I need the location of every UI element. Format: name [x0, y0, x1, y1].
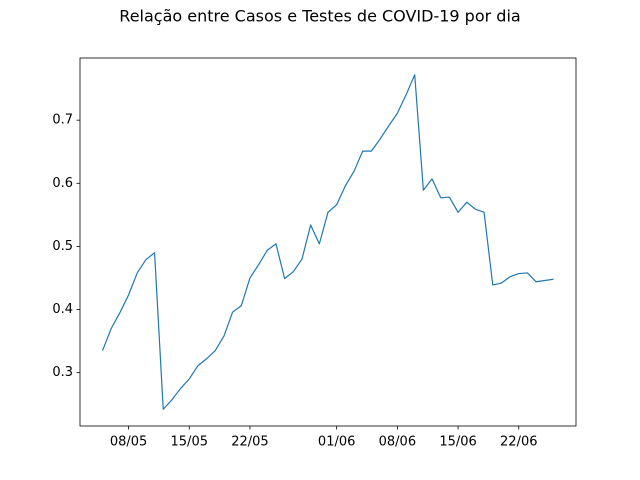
x-tick-label: 22/06 — [500, 435, 537, 450]
x-tick-label: 01/06 — [318, 435, 355, 450]
y-tick-label: 0.3 — [52, 365, 73, 380]
x-tick-label: 08/05 — [110, 435, 147, 450]
y-tick-label: 0.4 — [52, 302, 73, 317]
y-tick-label: 0.6 — [52, 176, 73, 191]
x-tick-label: 15/05 — [171, 435, 208, 450]
x-tick-label: 08/06 — [379, 435, 416, 450]
y-tick-label: 0.5 — [52, 239, 73, 254]
y-tick-label: 0.7 — [52, 113, 73, 128]
x-tick-label: 22/05 — [231, 435, 268, 450]
x-tick-label: 15/06 — [439, 435, 476, 450]
chart-title: Relação entre Casos e Testes de COVID-19… — [119, 7, 520, 26]
data-line — [101, 74, 554, 410]
axes-frame — [79, 57, 577, 427]
